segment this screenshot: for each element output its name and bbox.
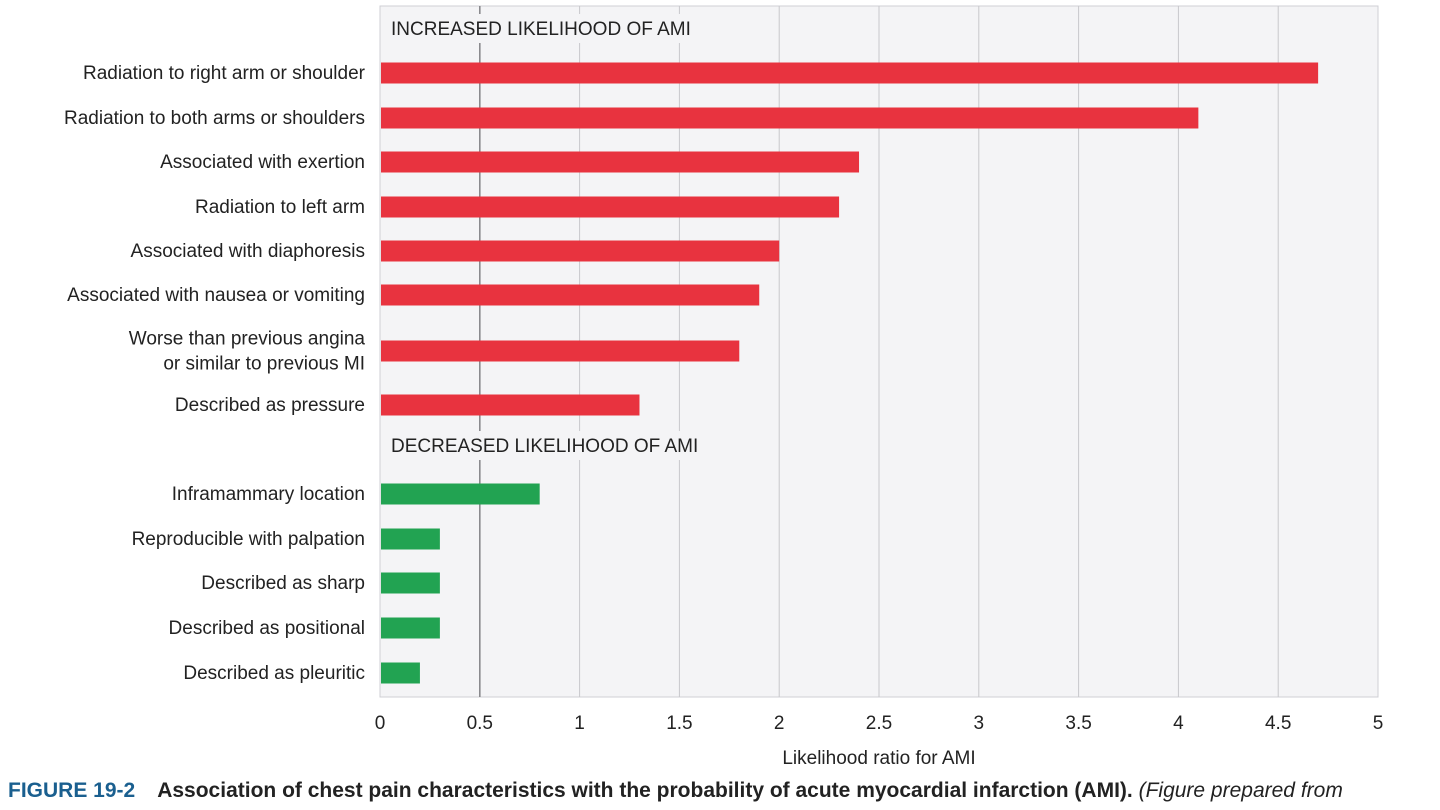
bar-0-0 — [381, 62, 1319, 84]
caption-source: (Figure prepared from — [1138, 779, 1343, 802]
category-label-1-3: Described as positional — [169, 618, 365, 639]
bar-1-2 — [381, 572, 440, 594]
bar-1-0 — [381, 483, 540, 505]
category-label-1-4: Described as pleuritic — [183, 663, 365, 684]
figure-number: FIGURE 19-2 — [8, 779, 136, 802]
x-tick-label-0: 0 — [375, 713, 386, 734]
bar-0-1 — [381, 107, 1199, 129]
bar-0-2 — [381, 151, 860, 173]
x-tick-label-4: 2 — [774, 713, 785, 734]
category-label-1-1: Reproducible with palpation — [132, 529, 365, 550]
bar-0-7 — [381, 394, 640, 416]
category-label-0-6-line-1: or similar to previous MI — [163, 354, 365, 375]
group-title-bg-0 — [383, 14, 748, 43]
group-title-bg-1 — [383, 431, 748, 460]
x-tick-label-9: 4.5 — [1265, 713, 1291, 734]
likelihood-ratio-chart: Radiation to right arm or shoulder Radiat… — [64, 5, 1384, 769]
bar-0-3 — [381, 196, 840, 218]
category-label-0-2: Associated with exertion — [160, 152, 365, 173]
category-labels: Radiation to right arm or shoulder Radiat… — [64, 63, 366, 684]
group-titles: INCREASED LIKELIHOOD OF AMI DECREASED LIK… — [383, 14, 748, 460]
group-title-1: DECREASED LIKELIHOOD OF AMI — [391, 436, 698, 457]
category-label-1-2: Described as sharp — [201, 573, 365, 594]
x-axis-label: Likelihood ratio for AMI — [782, 748, 975, 769]
category-label-0-3: Radiation to left arm — [195, 197, 365, 218]
category-label-0-5: Associated with nausea or vomiting — [67, 285, 365, 306]
x-tick-label-6: 3 — [974, 713, 985, 734]
x-axis-ticks: 0 0.5 1 1.5 2 2.5 3 3.5 4 4.5 5 — [375, 713, 1384, 734]
figure-caption: FIGURE 19-2 Association of chest pain cha… — [8, 779, 1343, 803]
x-tick-label-5: 2.5 — [866, 713, 892, 734]
category-label-0-4: Associated with diaphoresis — [131, 241, 365, 262]
bar-0-4 — [381, 240, 780, 262]
category-label-0-1: Radiation to both arms or shoulders — [64, 108, 365, 129]
category-label-0-7: Described as pressure — [175, 395, 365, 416]
x-tick-label-8: 4 — [1173, 713, 1184, 734]
x-tick-label-2: 1 — [574, 713, 585, 734]
x-tick-label-1: 0.5 — [467, 713, 493, 734]
bar-1-3 — [381, 617, 440, 639]
caption-title: Association of chest pain characteristic… — [157, 779, 1133, 802]
bars — [381, 62, 1319, 684]
x-tick-label-10: 5 — [1373, 713, 1384, 734]
x-tick-label-3: 1.5 — [666, 713, 692, 734]
bar-1-4 — [381, 662, 420, 684]
category-label-0-6-line-0: Worse than previous angina — [129, 329, 366, 350]
bar-1-1 — [381, 528, 440, 550]
group-title-0: INCREASED LIKELIHOOD OF AMI — [391, 19, 691, 40]
bar-0-5 — [381, 284, 760, 306]
category-label-1-0: Inframammary location — [172, 484, 365, 505]
bar-0-6 — [381, 340, 740, 362]
x-tick-label-7: 3.5 — [1065, 713, 1091, 734]
category-label-0-0: Radiation to right arm or shoulder — [83, 63, 366, 84]
